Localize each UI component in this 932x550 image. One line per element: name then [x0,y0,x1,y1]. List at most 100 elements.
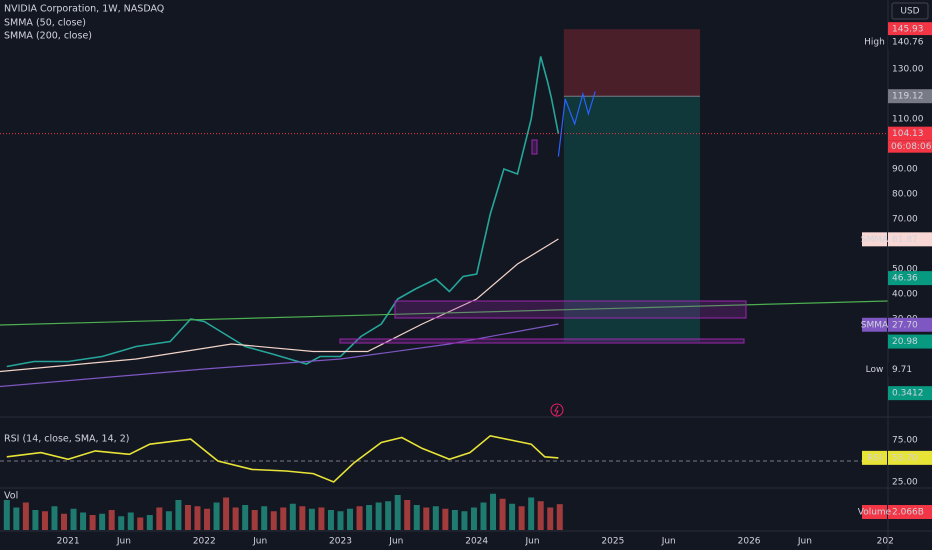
volume-bar [80,512,87,530]
volume-bar [51,506,58,530]
zone-box [339,338,745,344]
currency-box[interactable] [891,2,929,20]
volume-bar [499,498,506,530]
tag-name: Low [866,365,884,375]
y-tick-label: 130.00 [892,65,924,75]
volume-bar [32,510,39,530]
volume-bar [89,515,96,530]
timer: 06:08:06 [891,142,932,152]
tag-name: RSI [867,453,882,463]
volume-bar [3,500,10,530]
timer-box [888,140,932,153]
volume-bar [280,507,287,530]
volume-bar [61,513,68,530]
volume-bar [528,497,535,530]
volume-bar [261,506,268,530]
price-tag-label: 0.3412 [892,389,924,399]
volume-bar [423,507,430,530]
volume-bar [518,506,525,530]
y-tick-label: 40.00 [892,290,918,300]
price-tag [888,89,932,104]
y-tick-label: 50.00 [892,265,918,275]
volume-bar [213,502,220,530]
zone-box [394,300,747,319]
price-tag [888,126,932,141]
price-tag-label: 61.87 [892,235,918,245]
y-tick-label: 25.00 [892,477,918,487]
volume-bar [442,508,449,530]
volume-bar [347,508,354,530]
volume-bar [184,505,191,530]
volume-bar [327,510,334,530]
volume-bar [137,517,144,530]
legend-entry: SMMA (200, close) [4,31,92,42]
volume-bar [223,497,230,530]
volume-bar [118,516,125,530]
volume-bar [289,503,296,530]
y-tick-label: 90.00 [892,165,918,175]
x-tick-label: Jun [388,537,403,547]
volume-bar [337,511,344,530]
volume-bar [146,515,153,530]
volume-bar [556,504,563,530]
tag-name: Volume [858,508,892,518]
volume-bar [470,507,477,530]
volume-bar [194,506,201,530]
series-line [6,434,559,483]
x-tick-label: 202 [877,537,894,547]
x-tick-label: Jun [116,537,131,547]
x-tick-label: Jun [252,537,267,547]
volume-bar [99,513,106,530]
y-tick-label: 70.00 [892,215,918,225]
volume-bar [385,501,392,530]
price-tag [888,232,932,247]
price-tag [888,450,932,465]
volume-bar [451,510,458,530]
volume-bar [108,510,115,530]
volume-bar [175,500,182,530]
volume-bar [318,507,325,530]
volume-bar [70,508,77,530]
volume-bar [356,506,363,530]
price-tag-label: 145.93 [892,25,924,35]
volume-title: Vol [4,491,18,502]
price-tag-label: 140.76 [892,38,924,48]
currency: USD [900,7,919,17]
volume-bar [490,493,497,530]
volume-bar [204,508,211,530]
tag-name-box [862,450,887,465]
volume-bar [299,506,306,530]
rsi-title: RSI (14, close, SMA, 14, 2) [4,434,129,445]
volume-bar [308,508,315,530]
price-tag [888,386,932,401]
price-tag-label: 9.71 [892,365,912,375]
x-tick-label: 2021 [57,537,80,547]
price-tag-label: 27.70 [892,320,918,330]
price-tag-label: 53.70 [892,453,918,463]
legend-entry: SMMA (50, close) [4,18,86,29]
volume-bar [13,507,20,530]
x-tick-label: Jun [524,537,539,547]
tag-name-box [862,362,887,377]
y-tick-label: 80.00 [892,190,918,200]
volume-bar [375,502,382,530]
price-tag-label: 20.98 [892,337,918,347]
x-tick-label: 2022 [193,537,216,547]
x-tick-label: Jun [661,537,676,547]
volume-bar [242,505,249,530]
price-tag-label: 119.12 [892,92,924,102]
tag-name-box [862,35,887,50]
series-line [0,300,889,326]
price-tag [888,22,932,37]
volume-bar [270,511,277,530]
event-icon[interactable] [550,403,564,417]
volume-bar [165,511,172,530]
tag-name: High [864,38,885,48]
price-tag [888,505,932,519]
series-line [6,56,560,368]
volume-bar [127,512,134,530]
volume-bar [432,506,439,530]
y-tick-label: 110.00 [892,115,924,125]
